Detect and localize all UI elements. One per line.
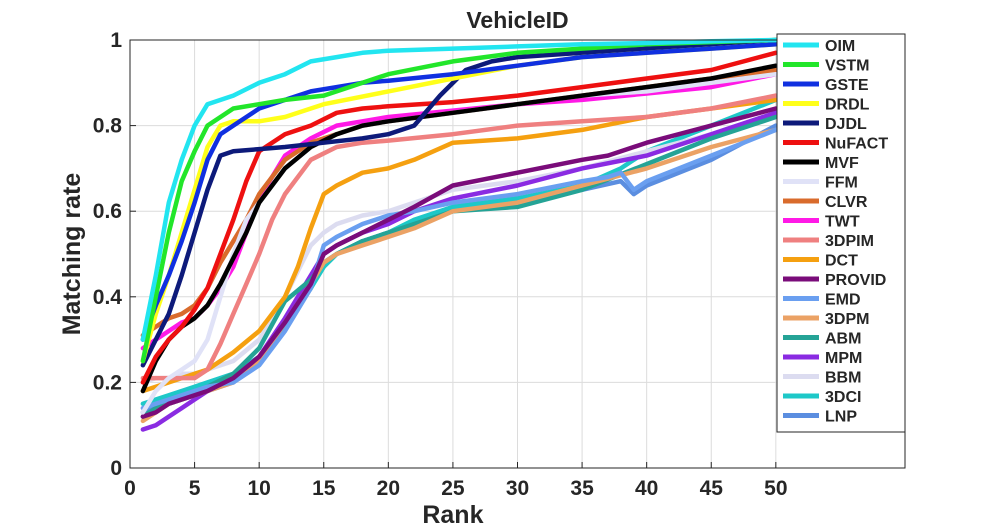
grid: [129, 39, 905, 469]
legend-item-3dci: 3DCI: [783, 389, 861, 406]
legend-label: DCT: [825, 253, 858, 270]
y-tick-label: 0.8: [93, 115, 123, 138]
y-tick-label: 0: [110, 457, 122, 480]
legend-item-dct: DCT: [783, 253, 858, 270]
series-line-djdl: [140, 37, 779, 368]
y-axis-label: Matching rate: [58, 173, 86, 336]
legend-label: CLVR: [825, 194, 868, 211]
legend-label: 3DCI: [825, 389, 861, 406]
series-line-vstm: [140, 37, 779, 364]
series-line-oim: [140, 37, 779, 342]
legend-label: LNP: [825, 409, 857, 426]
legend-label: NuFACT: [825, 136, 888, 153]
legend-label: DJDL: [825, 116, 867, 133]
legend-label: PROVID: [825, 272, 886, 289]
y-tick-label: 0.4: [93, 286, 123, 309]
x-tick-label: 15: [312, 477, 336, 500]
legend-item-oim: OIM: [783, 38, 855, 55]
legend-item-3dpm: 3DPM: [783, 311, 869, 328]
legend-label: OIM: [825, 38, 855, 55]
x-tick-label: 25: [441, 477, 465, 500]
legend-item-gste: GSTE: [783, 77, 869, 94]
legend-label: DRDL: [825, 97, 870, 114]
legend-item-emd: EMD: [783, 292, 861, 309]
x-tick-label: 0: [124, 477, 136, 500]
legend-label: ABM: [825, 331, 861, 348]
legend-item-abm: ABM: [783, 331, 861, 348]
legend-item-3dpim: 3DPIM: [783, 233, 874, 250]
legend: OIM VSTM GSTE DRDL DJDL NuFACT MVF FFM CLVR TWT 3D…: [776, 33, 906, 433]
x-tick-label: 20: [377, 477, 400, 500]
x-tick-label: 45: [700, 477, 724, 500]
legend-label: MPM: [825, 350, 862, 367]
series-line-emd: [140, 127, 779, 411]
x-tick-label: 50: [764, 477, 787, 500]
legend-item-twt: TWT: [783, 214, 860, 231]
legend-item-vstm: VSTM: [783, 58, 869, 75]
chart-title: VehicleID: [466, 7, 568, 33]
series-lines: [140, 37, 779, 432]
x-tick-label: 10: [247, 477, 270, 500]
legend-label: MVF: [825, 155, 859, 172]
legend-label: 3DPM: [825, 311, 869, 328]
series-line-3dpim: [140, 93, 779, 381]
legend-item-drdl: DRDL: [783, 97, 870, 114]
axis-ticks: 0 5 10 15 20 25 30 35 40 45 50 0 0.2 0.4 0.6 0.8 1: [93, 29, 788, 500]
x-tick-label: 35: [570, 477, 594, 500]
x-tick-label: 5: [189, 477, 201, 500]
legend-item-nufact: NuFACT: [783, 136, 888, 153]
series-line-gste: [140, 42, 779, 342]
y-tick-label: 0.2: [93, 371, 122, 394]
legend-item-mpm: MPM: [783, 350, 862, 367]
legend-item-djdl: DJDL: [783, 116, 867, 133]
y-tick-label: 0.6: [93, 200, 122, 223]
legend-label: VSTM: [825, 58, 869, 75]
legend-item-provid: PROVID: [783, 272, 886, 289]
legend-box: [776, 33, 906, 433]
legend-item-bbm: BBM: [783, 370, 861, 387]
y-tick-label: 1: [110, 29, 122, 52]
series-line-provid: [140, 106, 779, 419]
x-tick-label: 40: [635, 477, 658, 500]
legend-item-mvf: MVF: [783, 155, 859, 172]
legend-label: GSTE: [825, 77, 869, 94]
legend-label: TWT: [825, 214, 860, 231]
legend-label: FFM: [825, 175, 858, 192]
legend-label: BBM: [825, 370, 861, 387]
series-line-nufact: [140, 50, 779, 385]
legend-label: 3DPIM: [825, 233, 874, 250]
legend-item-ffm: FFM: [783, 175, 858, 192]
x-axis-label: Rank: [422, 501, 483, 529]
legend-label: EMD: [825, 292, 861, 309]
legend-item-clvr: CLVR: [783, 194, 868, 211]
x-tick-label: 30: [506, 477, 529, 500]
legend-item-lnp: LNP: [783, 409, 857, 426]
